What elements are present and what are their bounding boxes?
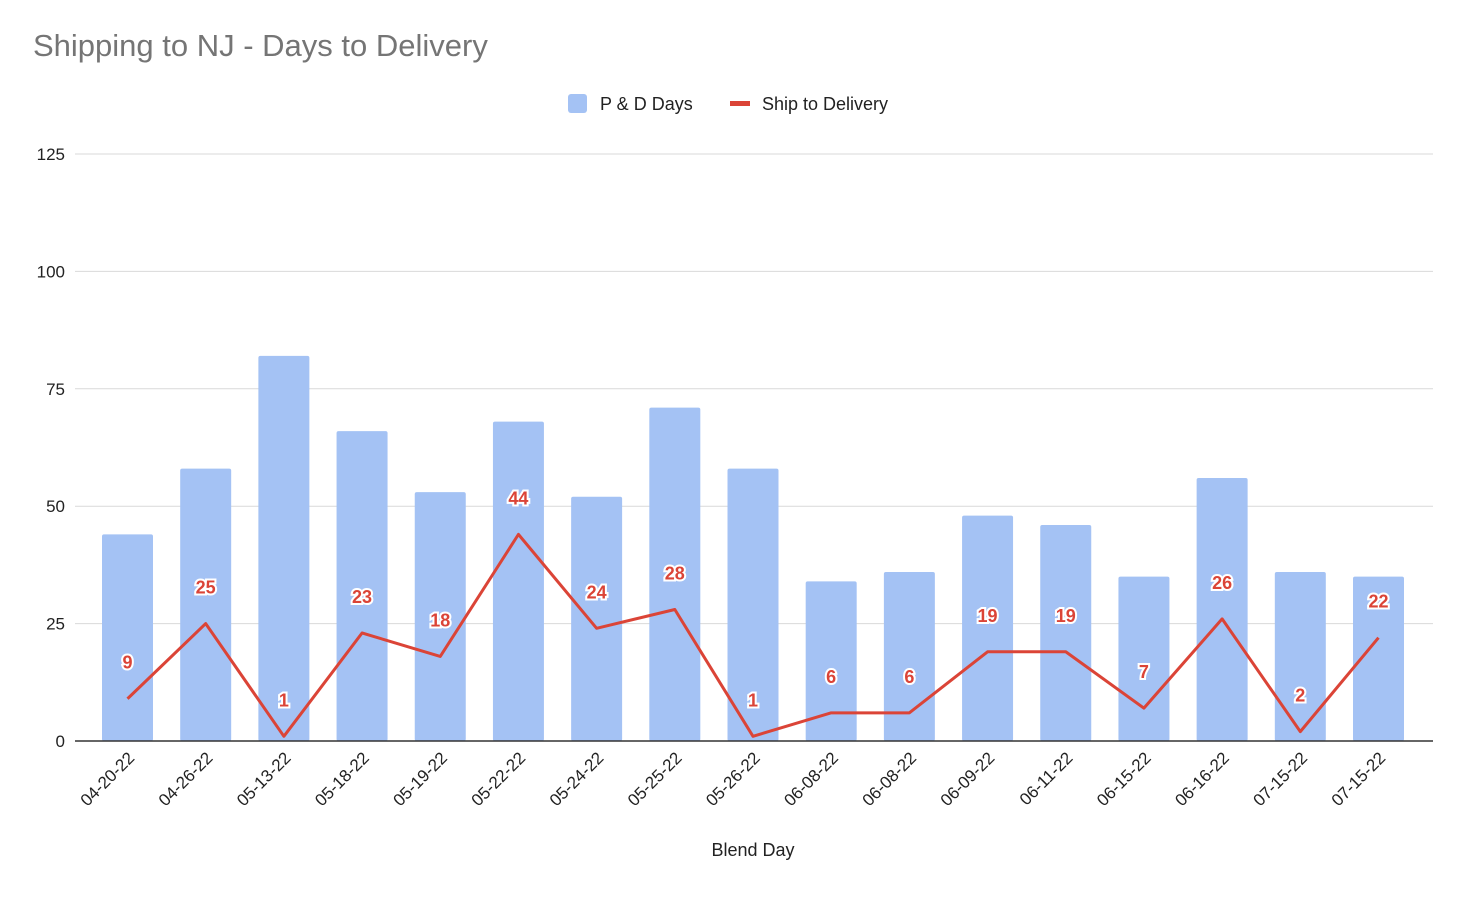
bar — [1274, 571, 1326, 741]
y-tick-label: 0 — [56, 732, 65, 751]
bar — [414, 492, 466, 741]
data-label: 9 — [122, 653, 132, 673]
x-tick-label: 06-08-22 — [859, 748, 921, 810]
y-tick-label: 50 — [46, 497, 65, 516]
data-label: 25 — [196, 578, 216, 598]
x-tick-label: 07-15-22 — [1328, 748, 1390, 810]
data-label: 23 — [352, 587, 372, 607]
y-tick-label: 75 — [46, 380, 65, 399]
bar — [258, 355, 310, 741]
x-tick-label: 06-11-22 — [1016, 748, 1077, 809]
bar — [962, 515, 1014, 741]
x-tick-label: 06-15-22 — [1093, 748, 1155, 810]
y-tick-label: 25 — [46, 615, 65, 634]
x-tick-label: 05-19-22 — [390, 748, 452, 810]
x-tick-label: 06-16-22 — [1171, 748, 1233, 810]
bar — [1040, 524, 1092, 741]
bar — [492, 421, 544, 741]
x-tick-label: 05-26-22 — [702, 748, 764, 810]
legend-swatch-line — [730, 101, 750, 106]
data-label: 22 — [1368, 592, 1388, 612]
data-label: 24 — [587, 582, 607, 602]
bar — [727, 468, 779, 741]
data-label: 2 — [1295, 686, 1305, 706]
data-label: 6 — [904, 667, 914, 687]
bar — [336, 431, 388, 741]
data-label: 28 — [665, 564, 685, 584]
x-tick-label: 06-09-22 — [937, 748, 999, 810]
x-tick-label: 07-15-22 — [1250, 748, 1312, 810]
data-label: 1 — [279, 690, 289, 710]
bar — [883, 571, 935, 741]
data-label: 19 — [1056, 606, 1076, 626]
x-axis-title: Blend Day — [711, 840, 794, 860]
data-label: 26 — [1212, 573, 1232, 593]
data-label: 6 — [826, 667, 836, 687]
x-tick-label: 06-08-22 — [780, 748, 842, 810]
data-label: 1 — [748, 690, 758, 710]
x-tick-label: 05-18-22 — [311, 748, 373, 810]
y-tick-label: 100 — [37, 262, 65, 281]
bar — [571, 496, 623, 741]
legend-label: Ship to Delivery — [762, 94, 888, 114]
bar — [805, 581, 857, 741]
data-label: 7 — [1139, 662, 1149, 682]
data-label: 19 — [978, 606, 998, 626]
x-tick-label: 05-25-22 — [624, 748, 686, 810]
bar — [1118, 576, 1170, 741]
data-label: 44 — [508, 488, 528, 508]
series-line — [126, 532, 1380, 738]
bar — [1196, 478, 1248, 741]
bar — [1353, 576, 1404, 741]
x-tick-label: 04-20-22 — [77, 748, 139, 810]
chart-title: Shipping to NJ - Days to Delivery — [33, 28, 488, 63]
legend-label: P & D Days — [600, 94, 693, 114]
legend-swatch-bar — [568, 94, 587, 113]
bar — [180, 468, 232, 741]
x-tick-label: 05-24-22 — [546, 748, 608, 810]
x-tick-label: 05-22-22 — [468, 748, 530, 810]
data-label: 18 — [430, 610, 450, 630]
bar — [102, 534, 153, 741]
bar — [649, 407, 701, 741]
x-tick-label: 04-26-22 — [155, 748, 217, 810]
x-tick-label: 05-13-22 — [233, 748, 295, 810]
y-tick-label: 125 — [37, 145, 65, 164]
